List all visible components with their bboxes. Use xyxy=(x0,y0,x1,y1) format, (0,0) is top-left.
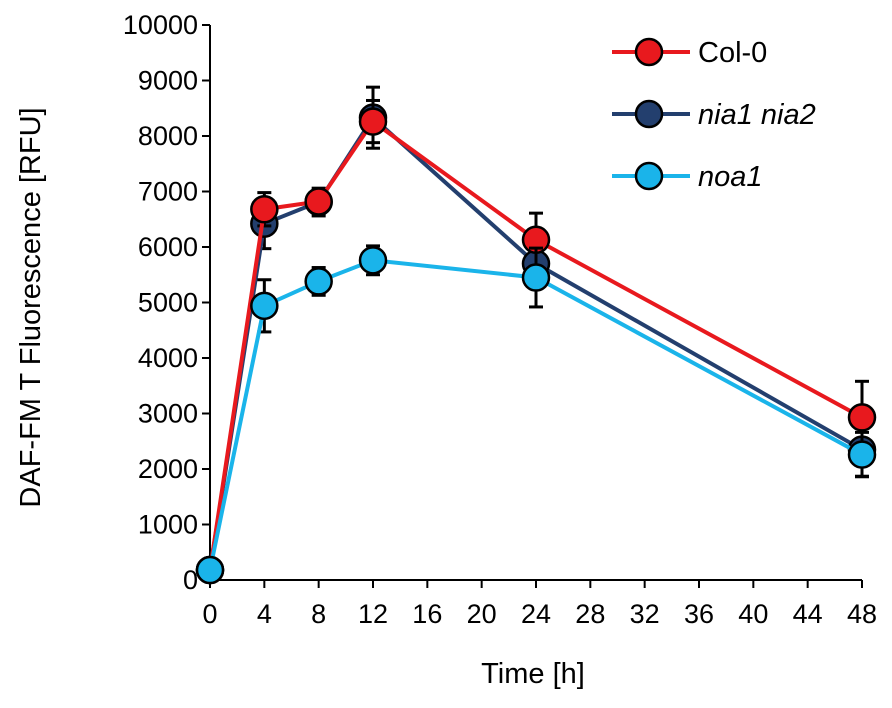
x-tick-label: 48 xyxy=(847,599,877,629)
data-point xyxy=(304,267,333,296)
series-noa1 xyxy=(195,244,877,585)
x-tick-label: 12 xyxy=(358,599,388,629)
y-tick-label: 3000 xyxy=(138,399,198,429)
series-line xyxy=(208,258,863,571)
x-tick-label: 20 xyxy=(467,599,497,629)
x-tick-label: 8 xyxy=(311,599,326,629)
legend-item: Col-0 xyxy=(612,37,767,69)
series-col-0 xyxy=(195,98,877,585)
data-point xyxy=(521,263,551,292)
legend-marker xyxy=(634,161,664,191)
data-point xyxy=(358,246,388,275)
y-axis-title: DAF-FM T Fluorescence [RFU] xyxy=(15,107,47,507)
series-layer xyxy=(195,85,877,585)
x-tick-label: 4 xyxy=(257,599,272,629)
x-tick-label: 16 xyxy=(412,599,442,629)
series-line xyxy=(208,115,863,571)
data-point xyxy=(847,440,877,469)
x-tick-label: 36 xyxy=(684,599,714,629)
legend: Col-0 nia1 nia2 noa1 xyxy=(612,37,816,193)
y-tick-label: 8000 xyxy=(138,121,198,151)
series-line xyxy=(208,119,863,571)
y-tick-label: 2000 xyxy=(138,454,198,484)
series-nia1-nia2 xyxy=(195,85,877,585)
x-tick-label: 28 xyxy=(575,599,605,629)
y-tick-label: 1000 xyxy=(138,510,198,540)
legend-item: nia1 nia2 xyxy=(612,99,816,131)
legend-marker xyxy=(634,99,664,129)
x-tick-label: 0 xyxy=(202,599,217,629)
y-axis-ticks: 0 1000 2000 3000 4000 5000 6000 7000 8000 9000 100… xyxy=(123,10,210,595)
y-tick-label: 0 xyxy=(183,565,198,595)
legend-label: Col-0 xyxy=(698,37,767,69)
legend-item: noa1 xyxy=(612,161,763,193)
data-point xyxy=(304,187,333,216)
data-point xyxy=(250,291,279,321)
legend-label: nia1 nia2 xyxy=(698,99,816,131)
x-tick-label: 24 xyxy=(521,599,551,629)
x-axis-title: Time [h] xyxy=(481,658,585,690)
x-axis-ticks: 0 4 8 12 16 20 24 28 32 36 40 44 48 xyxy=(202,580,877,629)
x-tick-label: 44 xyxy=(793,599,823,629)
data-point xyxy=(250,195,279,224)
y-tick-label: 10000 xyxy=(123,10,198,40)
legend-marker xyxy=(634,37,664,67)
y-tick-label: 5000 xyxy=(138,288,198,318)
data-point xyxy=(195,555,225,585)
y-tick-label: 7000 xyxy=(138,177,198,207)
y-tick-label: 4000 xyxy=(138,343,198,373)
x-tick-label: 40 xyxy=(738,599,768,629)
data-point xyxy=(358,107,388,136)
x-tick-label: 32 xyxy=(630,599,660,629)
data-point xyxy=(847,403,877,432)
legend-label: noa1 xyxy=(698,161,763,193)
y-tick-label: 6000 xyxy=(138,232,198,262)
y-tick-label: 9000 xyxy=(138,66,198,96)
